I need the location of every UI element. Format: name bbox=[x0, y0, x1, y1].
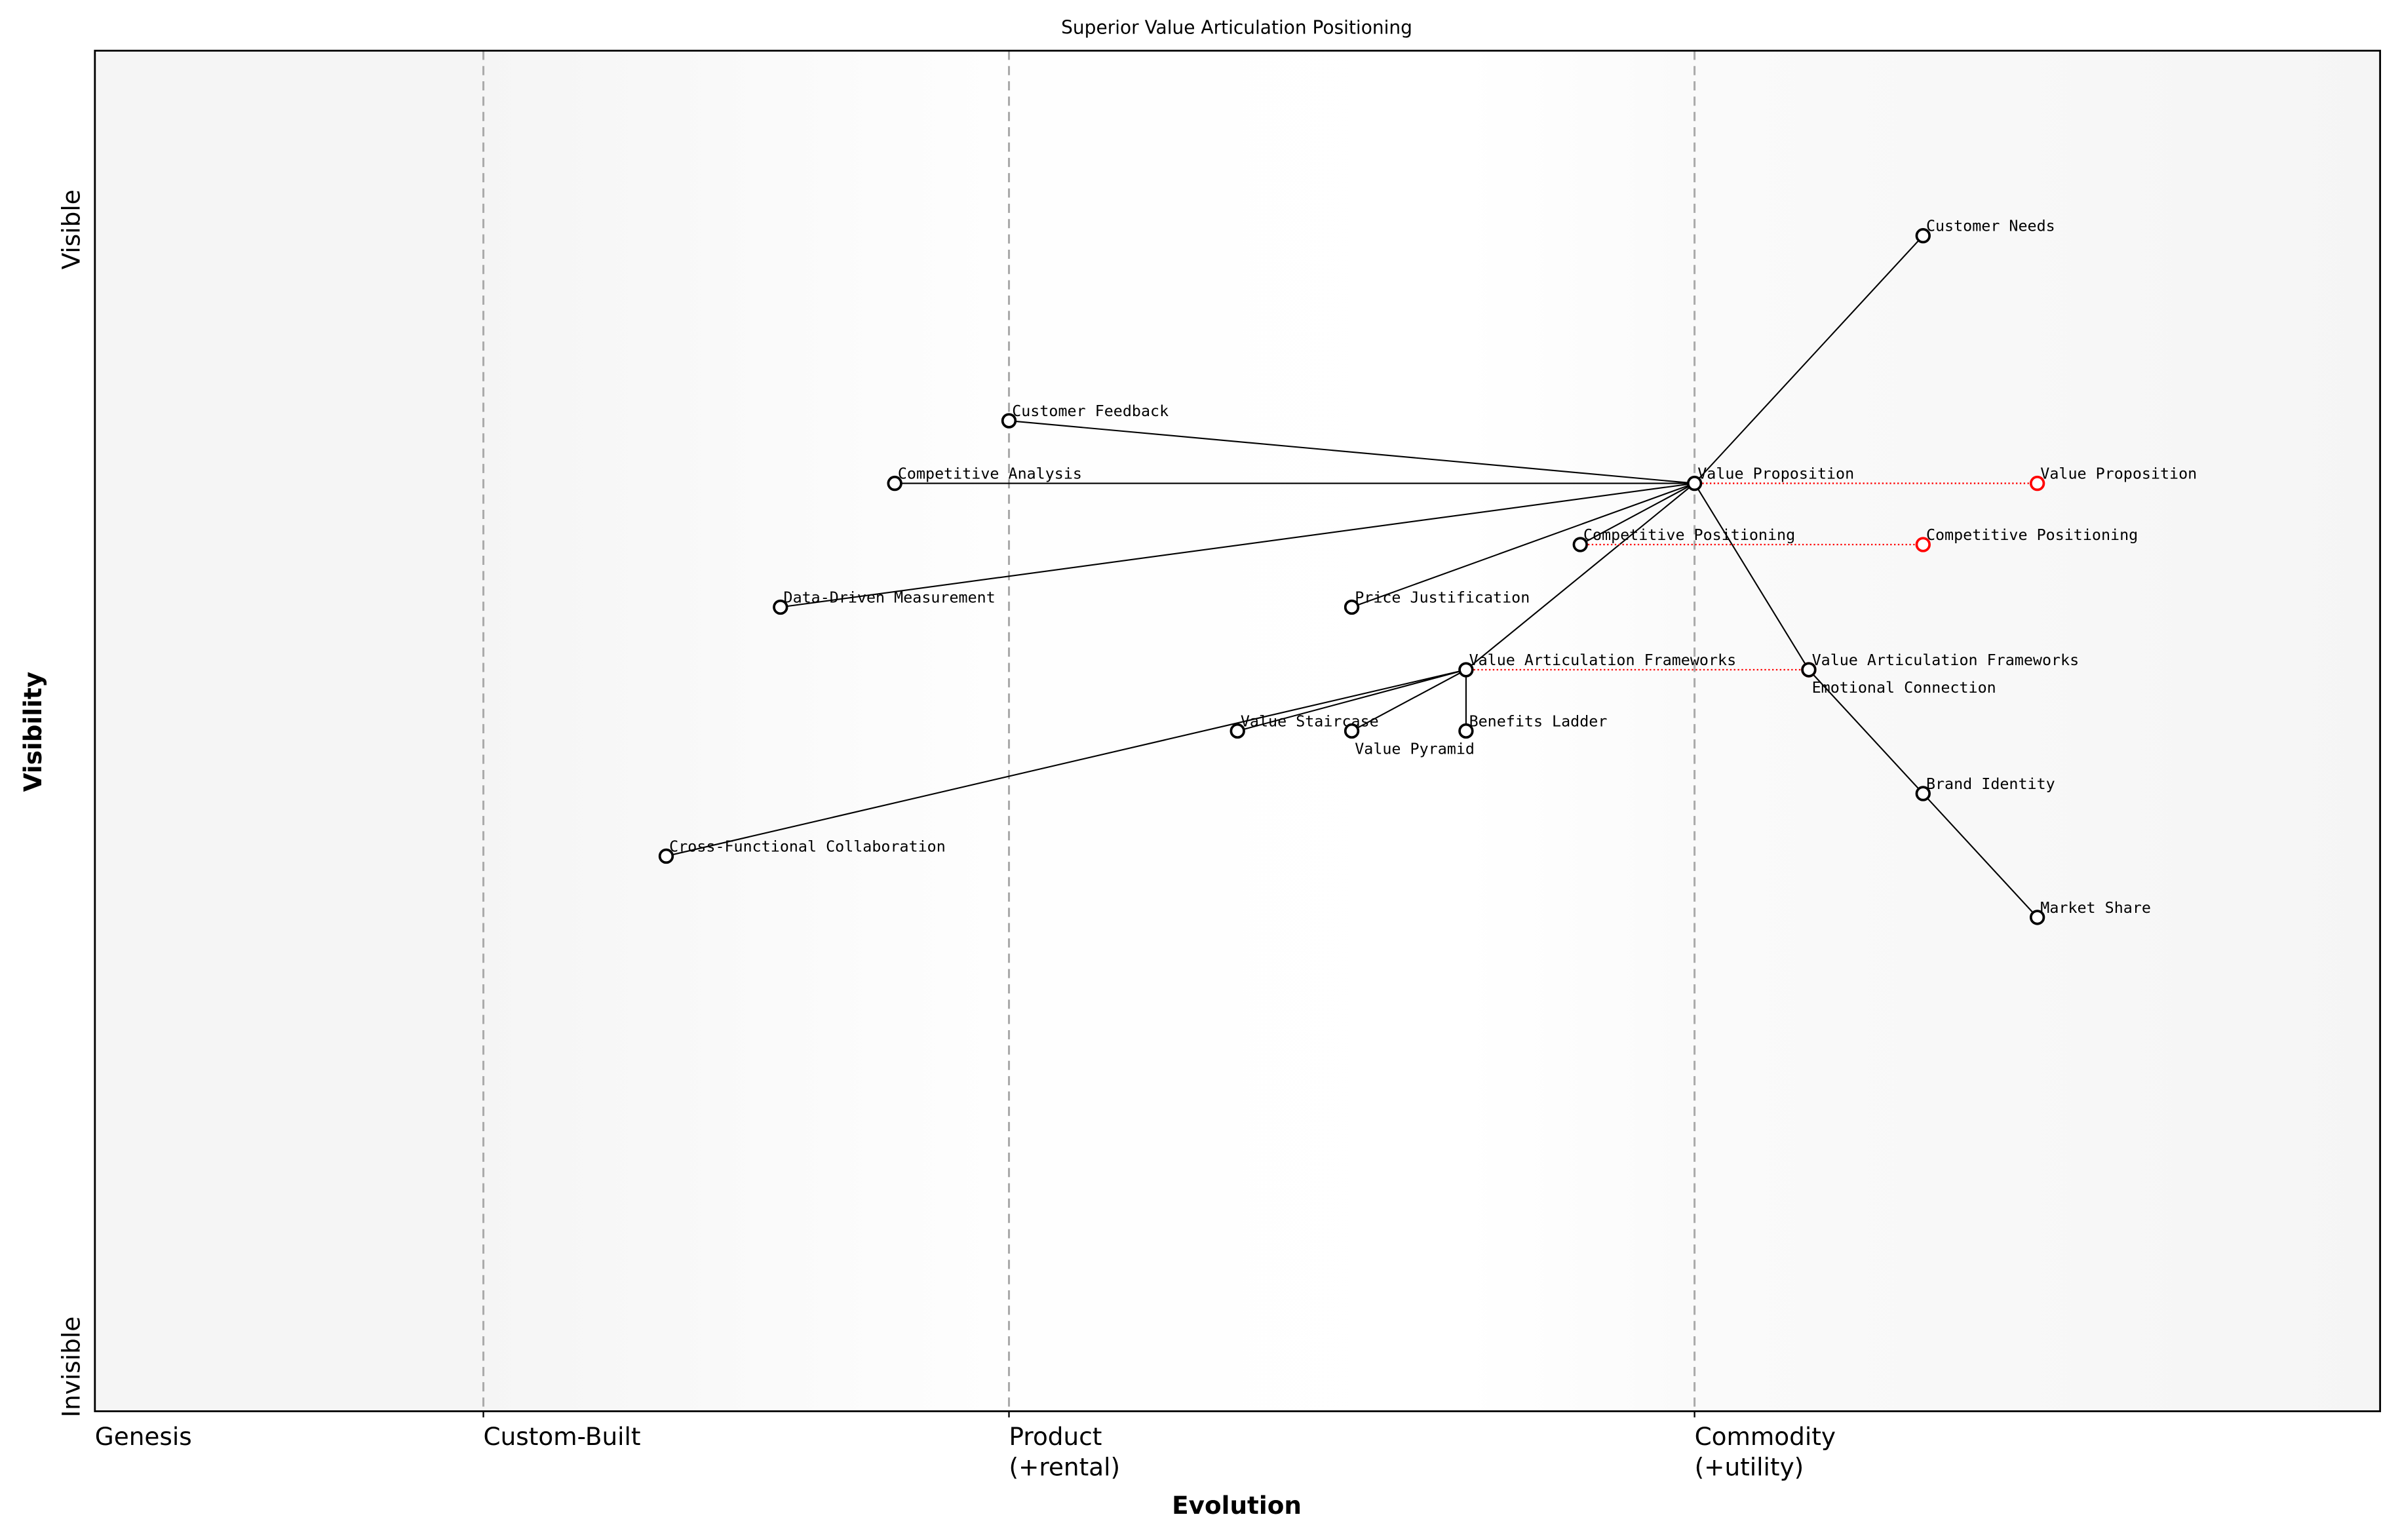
dependency-link bbox=[1922, 793, 2038, 918]
component-label: Value Articulation Frameworks bbox=[1469, 651, 1737, 669]
dependency-link bbox=[1351, 482, 1695, 608]
stage-label: (+utility) bbox=[1695, 1453, 1804, 1482]
evolved-component-node[interactable] bbox=[1915, 537, 1931, 552]
component-label: Value Proposition bbox=[1697, 465, 1854, 483]
component-node[interactable] bbox=[1458, 723, 1474, 739]
stage-label: Product bbox=[1009, 1422, 1102, 1451]
component-label: Customer Feedback bbox=[1012, 402, 1169, 420]
component-node[interactable] bbox=[1915, 786, 1931, 801]
evolved-component-label: Value Proposition bbox=[2040, 465, 2197, 483]
component-node[interactable] bbox=[1572, 537, 1588, 552]
component-label: Value Pyramid bbox=[1355, 739, 1475, 758]
component-node[interactable] bbox=[1686, 475, 1703, 491]
component-node[interactable] bbox=[1001, 413, 1017, 429]
component-label: Data-Driven Measurement bbox=[784, 588, 996, 607]
stage-label: (+rental) bbox=[1009, 1453, 1121, 1482]
dependency-link bbox=[1808, 669, 1924, 794]
evolved-component-node[interactable] bbox=[2029, 475, 2045, 491]
component-node[interactable] bbox=[658, 848, 674, 864]
component-node[interactable] bbox=[2029, 910, 2045, 925]
plot-frame bbox=[94, 49, 2382, 1412]
stage-label: Custom-Built bbox=[484, 1422, 641, 1451]
dependency-link bbox=[1694, 235, 1924, 484]
component-label: Market Share bbox=[2040, 898, 2151, 917]
stage-label: Genesis bbox=[95, 1422, 192, 1451]
dependency-link bbox=[666, 668, 1467, 857]
evolved-component-label: Value Articulation Frameworks bbox=[1812, 651, 2080, 669]
y-axis-bottom-label: Invisible bbox=[56, 1317, 85, 1417]
component-node[interactable] bbox=[1801, 662, 1817, 678]
dependency-link bbox=[1351, 669, 1467, 732]
component-node[interactable] bbox=[1458, 662, 1474, 678]
dependency-link bbox=[1009, 420, 1695, 484]
evolved-component-label: Competitive Positioning bbox=[1926, 526, 2138, 544]
map-title: Superior Value Articulation Positioning bbox=[1061, 17, 1412, 39]
component-label: Competitive Positioning bbox=[1583, 526, 1795, 544]
dependency-link bbox=[780, 482, 1695, 608]
dependency-link bbox=[1465, 482, 1695, 670]
y-axis-label: Visibility bbox=[18, 672, 47, 792]
component-node[interactable] bbox=[1229, 723, 1245, 739]
component-label: Price Justification bbox=[1355, 588, 1530, 607]
dependency-link bbox=[1694, 483, 1810, 670]
component-node[interactable] bbox=[1915, 228, 1931, 244]
dependency-link bbox=[1579, 482, 1695, 545]
component-label: Benefits Ladder bbox=[1469, 712, 1608, 730]
component-node[interactable] bbox=[1344, 599, 1360, 615]
component-label: Cross-Functional Collaboration bbox=[669, 837, 946, 855]
component-node[interactable] bbox=[887, 475, 902, 491]
component-node[interactable] bbox=[773, 599, 788, 615]
y-axis-top-label: Visible bbox=[56, 189, 85, 269]
stage-label: Commodity bbox=[1695, 1422, 1836, 1451]
component-node[interactable] bbox=[1344, 723, 1360, 739]
component-label: Brand Identity bbox=[1926, 775, 2055, 793]
x-axis-label: Evolution bbox=[1172, 1491, 1302, 1520]
component-label: Competitive Analysis bbox=[898, 465, 1082, 483]
component-label: Customer Needs bbox=[1926, 217, 2055, 235]
dependency-link bbox=[1237, 669, 1467, 732]
component-label: Emotional Connection bbox=[1812, 678, 1996, 697]
